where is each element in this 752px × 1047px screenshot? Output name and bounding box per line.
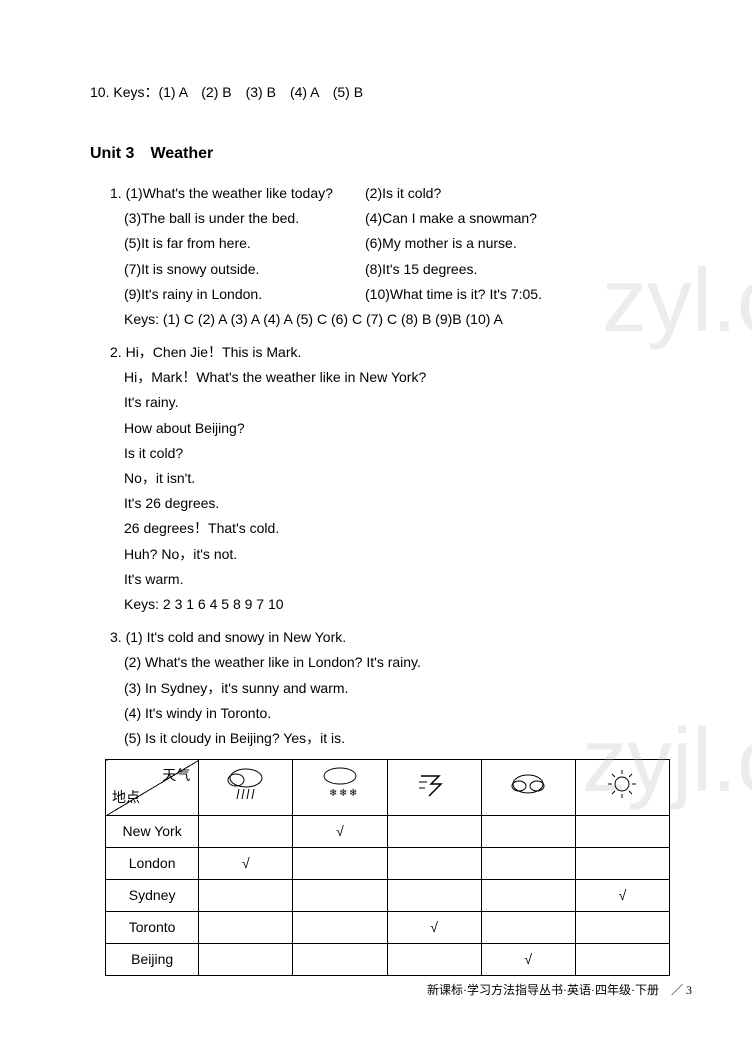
rain-icon: [199, 760, 293, 816]
q3-line-1: (2) What's the weather like in London? I…: [90, 650, 692, 675]
q1-item-3r: (6)My mother is a nurse.: [365, 231, 692, 256]
check-cell: [199, 944, 293, 976]
svg-text:❄: ❄: [349, 788, 357, 799]
table-row: New York √: [106, 816, 670, 848]
table-row: Sydney √: [106, 880, 670, 912]
check-cell: √: [481, 944, 575, 976]
question-1: 1. (1)What's the weather like today? (2)…: [90, 181, 692, 332]
q2-line-9: It's warm.: [90, 567, 692, 592]
q1-item-1l: (1)What's the weather like today?: [126, 185, 333, 201]
q3-line-2: (3) In Sydney，it's sunny and warm.: [90, 676, 692, 701]
check-cell: [199, 912, 293, 944]
q1-item-2r: (4)Can I make a snowman?: [365, 206, 692, 231]
q2-line-2: It's rainy.: [90, 390, 692, 415]
q2-line-0: Hi，Chen Jie！This is Mark.: [126, 344, 302, 360]
check-cell: [575, 912, 669, 944]
wind-icon: [387, 760, 481, 816]
sun-icon: [575, 760, 669, 816]
check-cell: [387, 816, 481, 848]
q1-item-2l: (3)The ball is under the bed.: [90, 206, 365, 231]
svg-text:❄: ❄: [339, 788, 347, 799]
check-cell: [481, 880, 575, 912]
city-cell: Sydney: [106, 880, 199, 912]
table-row: Toronto √: [106, 912, 670, 944]
table-corner-cell: 天气 地点: [106, 760, 199, 816]
q1-item-1r: (2)Is it cold?: [365, 181, 692, 206]
city-cell: London: [106, 848, 199, 880]
top-keys-line: 10. Keys：(1) A (2) B (3) B (4) A (5) B: [90, 80, 692, 105]
table-row: Beijing √: [106, 944, 670, 976]
q2-line-10: Keys: 2 3 1 6 4 5 8 9 7 10: [90, 592, 692, 617]
check-cell: [387, 880, 481, 912]
check-cell: [575, 848, 669, 880]
city-cell: New York: [106, 816, 199, 848]
svg-text:❄: ❄: [329, 788, 337, 799]
weather-table: 天气 地点 ❄❄❄ New York √ London √: [105, 759, 670, 976]
check-cell: √: [199, 848, 293, 880]
q2-line-7: 26 degrees！That's cold.: [90, 516, 692, 541]
q2-line-1: Hi，Mark！What's the weather like in New Y…: [90, 365, 692, 390]
q2-line-6: It's 26 degrees.: [90, 491, 692, 516]
check-cell: √: [293, 816, 387, 848]
q1-item-5r: (10)What time is it? It's 7:05.: [365, 282, 692, 307]
q1-item-4l: (7)It is snowy outside.: [90, 257, 365, 282]
question-2: 2. Hi，Chen Jie！This is Mark. Hi，Mark！Wha…: [90, 340, 692, 617]
q2-line-4: Is it cold?: [90, 441, 692, 466]
check-cell: [481, 816, 575, 848]
check-cell: [481, 848, 575, 880]
unit-title: Unit 3 Weather: [90, 140, 692, 169]
q3-line-4: (5) Is it cloudy in Beijing? Yes，it is.: [90, 726, 692, 751]
check-cell: [387, 944, 481, 976]
check-cell: [293, 912, 387, 944]
snow-icon: ❄❄❄: [293, 760, 387, 816]
check-cell: [481, 912, 575, 944]
q1-num: 1.: [110, 185, 122, 201]
check-cell: [575, 944, 669, 976]
q1-keys: Keys: (1) C (2) A (3) A (4) A (5) C (6) …: [90, 307, 692, 332]
diag-bottom-label: 地点: [112, 786, 140, 811]
question-3: 3. (1) It's cold and snowy in New York. …: [90, 625, 692, 751]
check-cell: [293, 848, 387, 880]
q2-line-8: Huh? No，it's not.: [90, 542, 692, 567]
q2-line-5: No，it isn't.: [90, 466, 692, 491]
check-cell: √: [387, 912, 481, 944]
check-cell: [293, 880, 387, 912]
q1-item-3l: (5)It is far from here.: [90, 231, 365, 256]
check-cell: [575, 816, 669, 848]
page-footer: 新课标·学习方法指导丛书·英语·四年级·下册 ／ 3: [427, 980, 692, 1002]
q2-line-3: How about Beijing?: [90, 416, 692, 441]
q3-num: 3.: [110, 629, 122, 645]
check-cell: [387, 848, 481, 880]
check-cell: [199, 880, 293, 912]
city-cell: Beijing: [106, 944, 199, 976]
city-cell: Toronto: [106, 912, 199, 944]
q1-item-5l: (9)It's rainy in London.: [90, 282, 365, 307]
q3-line-0: (1) It's cold and snowy in New York.: [126, 629, 347, 645]
q1-item-4r: (8)It's 15 degrees.: [365, 257, 692, 282]
cloud-icon: [481, 760, 575, 816]
diag-top-label: 天气: [162, 764, 190, 789]
check-cell: [293, 944, 387, 976]
check-cell: √: [575, 880, 669, 912]
table-row: London √: [106, 848, 670, 880]
q2-num: 2.: [110, 344, 122, 360]
q3-line-3: (4) It's windy in Toronto.: [90, 701, 692, 726]
check-cell: [199, 816, 293, 848]
